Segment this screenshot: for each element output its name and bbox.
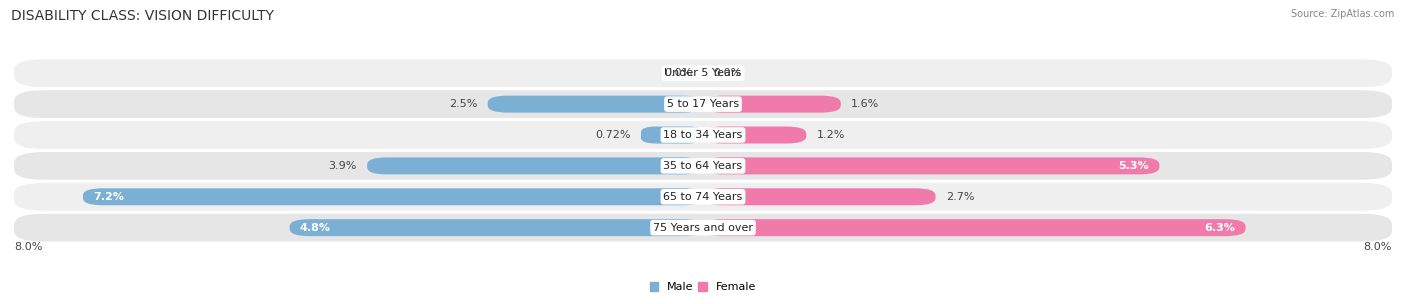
FancyBboxPatch shape (703, 126, 807, 143)
FancyBboxPatch shape (83, 188, 703, 205)
Text: 1.2%: 1.2% (817, 130, 845, 140)
Text: 75 Years and over: 75 Years and over (652, 223, 754, 233)
FancyBboxPatch shape (14, 214, 1392, 242)
Text: Under 5 Years: Under 5 Years (665, 68, 741, 78)
Text: 35 to 64 Years: 35 to 64 Years (664, 161, 742, 171)
Text: 0.0%: 0.0% (713, 68, 741, 78)
Text: 18 to 34 Years: 18 to 34 Years (664, 130, 742, 140)
Text: 5.3%: 5.3% (1118, 161, 1149, 171)
Text: 2.5%: 2.5% (449, 99, 478, 109)
FancyBboxPatch shape (290, 219, 703, 236)
Text: DISABILITY CLASS: VISION DIFFICULTY: DISABILITY CLASS: VISION DIFFICULTY (11, 9, 274, 23)
Text: 0.0%: 0.0% (665, 68, 693, 78)
FancyBboxPatch shape (14, 183, 1392, 211)
Text: 0.72%: 0.72% (595, 130, 631, 140)
FancyBboxPatch shape (14, 90, 1392, 118)
FancyBboxPatch shape (488, 96, 703, 112)
FancyBboxPatch shape (367, 157, 703, 174)
FancyBboxPatch shape (703, 219, 1246, 236)
FancyBboxPatch shape (703, 157, 1160, 174)
Text: 65 to 74 Years: 65 to 74 Years (664, 192, 742, 202)
Text: 7.2%: 7.2% (93, 192, 124, 202)
FancyBboxPatch shape (14, 121, 1392, 149)
FancyBboxPatch shape (14, 59, 1392, 87)
Text: 8.0%: 8.0% (1364, 242, 1392, 252)
Text: 8.0%: 8.0% (14, 242, 42, 252)
Text: Source: ZipAtlas.com: Source: ZipAtlas.com (1291, 9, 1395, 19)
FancyBboxPatch shape (14, 152, 1392, 180)
FancyBboxPatch shape (641, 126, 703, 143)
FancyBboxPatch shape (703, 188, 935, 205)
Text: 1.6%: 1.6% (851, 99, 879, 109)
Legend: Male, Female: Male, Female (650, 282, 756, 292)
Text: 2.7%: 2.7% (946, 192, 974, 202)
Text: 5 to 17 Years: 5 to 17 Years (666, 99, 740, 109)
Text: 6.3%: 6.3% (1205, 223, 1236, 233)
Text: 3.9%: 3.9% (329, 161, 357, 171)
FancyBboxPatch shape (703, 96, 841, 112)
Text: 4.8%: 4.8% (299, 223, 330, 233)
